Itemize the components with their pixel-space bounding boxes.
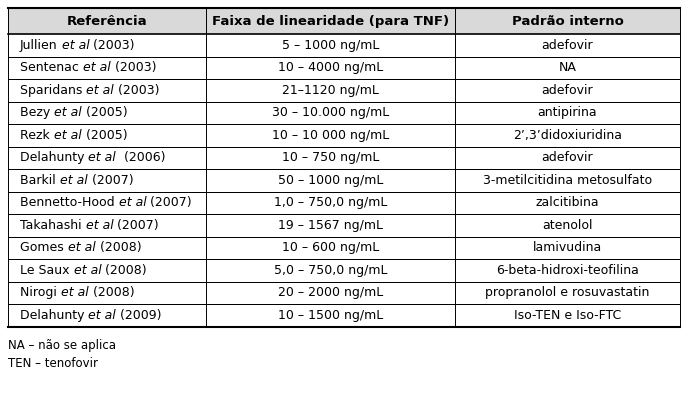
Text: 5 – 1000 ng/mL: 5 – 1000 ng/mL — [282, 39, 379, 52]
Text: Delahunty: Delahunty — [20, 151, 89, 164]
Text: Gomes: Gomes — [20, 241, 67, 254]
Text: 10 – 10 000 ng/mL: 10 – 10 000 ng/mL — [272, 129, 389, 142]
Text: Padrão interno: Padrão interno — [511, 14, 623, 27]
Text: adefovir: adefovir — [541, 84, 593, 97]
Text: 3-metilcitidina metosulfato: 3-metilcitidina metosulfato — [483, 174, 652, 187]
Text: 10 – 750 ng/mL: 10 – 750 ng/mL — [282, 151, 379, 164]
Text: 20 – 2000 ng/mL: 20 – 2000 ng/mL — [278, 286, 383, 299]
Text: (2008): (2008) — [96, 241, 141, 254]
Text: (2005): (2005) — [81, 129, 127, 142]
Text: Iso-TEN e Iso-FTC: Iso-TEN e Iso-FTC — [514, 309, 621, 322]
Text: adefovir: adefovir — [541, 39, 593, 52]
Text: Le Saux: Le Saux — [20, 264, 74, 277]
Text: 1,0 – 750,0 ng/mL: 1,0 – 750,0 ng/mL — [274, 196, 387, 209]
Text: (2006): (2006) — [116, 151, 166, 164]
Text: zalcitibina: zalcitibina — [536, 196, 599, 209]
Text: et al: et al — [54, 129, 81, 142]
Text: adefovir: adefovir — [541, 151, 593, 164]
Text: TEN – tenofovir: TEN – tenofovir — [8, 357, 98, 369]
Text: (2007): (2007) — [114, 219, 159, 232]
Text: et al: et al — [62, 39, 89, 52]
Text: et al: et al — [89, 151, 116, 164]
Bar — [8, 8, 680, 34]
Text: (2003): (2003) — [89, 39, 135, 52]
Text: 5,0 – 750,0 ng/mL: 5,0 – 750,0 ng/mL — [274, 264, 387, 277]
Text: (2003): (2003) — [114, 84, 160, 97]
Text: et al: et al — [60, 174, 87, 187]
Text: 30 – 10.000 ng/mL: 30 – 10.000 ng/mL — [272, 106, 389, 119]
Text: 10 – 600 ng/mL: 10 – 600 ng/mL — [282, 241, 379, 254]
Text: antipirina: antipirina — [537, 106, 597, 119]
Text: (2008): (2008) — [89, 286, 134, 299]
Text: 10 – 1500 ng/mL: 10 – 1500 ng/mL — [278, 309, 383, 322]
Text: lamivudina: lamivudina — [533, 241, 602, 254]
Text: Barkil: Barkil — [20, 174, 60, 187]
Text: 50 – 1000 ng/mL: 50 – 1000 ng/mL — [278, 174, 383, 187]
Text: et al: et al — [118, 196, 147, 209]
Text: et al: et al — [85, 219, 114, 232]
Text: Bennetto-Hood: Bennetto-Hood — [20, 196, 118, 209]
Text: et al: et al — [89, 309, 116, 322]
Text: Takahashi: Takahashi — [20, 219, 85, 232]
Text: 21–1120 ng/mL: 21–1120 ng/mL — [282, 84, 379, 97]
Text: propranolol e rosuvastatin: propranolol e rosuvastatin — [485, 286, 649, 299]
Text: 6-beta-hidroxi-teofilina: 6-beta-hidroxi-teofilina — [496, 264, 639, 277]
Text: et al: et al — [67, 241, 96, 254]
Text: (2008): (2008) — [101, 264, 147, 277]
Text: et al: et al — [74, 264, 101, 277]
Text: (2003): (2003) — [111, 61, 156, 74]
Text: Sparidans: Sparidans — [20, 84, 87, 97]
Text: et al: et al — [87, 84, 114, 97]
Text: Referência: Referência — [67, 14, 147, 27]
Text: et al: et al — [54, 106, 82, 119]
Text: Nirogi: Nirogi — [20, 286, 61, 299]
Text: Faixa de linearidade (para TNF): Faixa de linearidade (para TNF) — [212, 14, 449, 27]
Text: Jullien: Jullien — [20, 39, 62, 52]
Text: 10 – 4000 ng/mL: 10 – 4000 ng/mL — [278, 61, 383, 74]
Text: et al: et al — [83, 61, 111, 74]
Text: 2’,3’didoxiuridina: 2’,3’didoxiuridina — [513, 129, 622, 142]
Text: NA: NA — [559, 61, 577, 74]
Text: Bezy: Bezy — [20, 106, 54, 119]
Text: et al: et al — [61, 286, 89, 299]
Text: Delahunty: Delahunty — [20, 309, 89, 322]
Text: (2007): (2007) — [87, 174, 133, 187]
Text: (2009): (2009) — [116, 309, 162, 322]
Text: NA – não se aplica: NA – não se aplica — [8, 339, 116, 351]
Text: Sentenac: Sentenac — [20, 61, 83, 74]
Text: (2005): (2005) — [82, 106, 128, 119]
Text: Rezk: Rezk — [20, 129, 54, 142]
Text: 19 – 1567 ng/mL: 19 – 1567 ng/mL — [278, 219, 383, 232]
Text: atenolol: atenolol — [542, 219, 592, 232]
Text: (2007): (2007) — [147, 196, 192, 209]
